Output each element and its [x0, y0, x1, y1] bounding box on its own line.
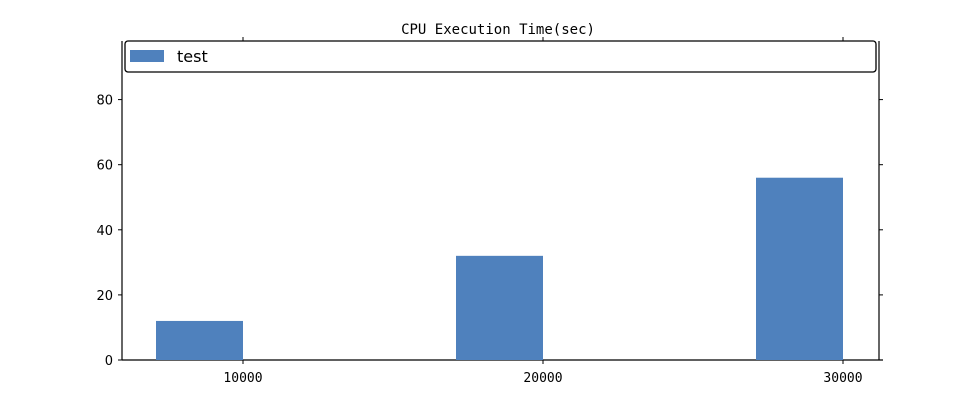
- y-tick-label-0: 0: [105, 354, 113, 369]
- bar-20000: [456, 255, 543, 360]
- chart-title: CPU Execution Time(sec): [401, 22, 595, 38]
- legend-swatch: [130, 50, 164, 62]
- legend-label: test: [177, 47, 208, 66]
- bar-10000: [156, 320, 243, 360]
- x-tick-label-10000: 10000: [223, 371, 262, 386]
- x-tick-label-30000: 30000: [823, 371, 862, 386]
- y-tick-label-60: 60: [96, 159, 113, 174]
- y-tick-label-80: 80: [96, 94, 113, 109]
- legend: test: [124, 40, 877, 73]
- bar-30000: [756, 177, 843, 360]
- x-tick-label-20000: 20000: [523, 371, 562, 386]
- legend-box: [124, 40, 877, 73]
- x-axis: 10000 20000 30000: [223, 37, 863, 386]
- y-tick-label-40: 40: [96, 224, 113, 239]
- bar-series: [156, 177, 843, 360]
- y-axis: 0 20 40 60 80: [96, 94, 883, 369]
- y-tick-label-20: 20: [96, 289, 113, 304]
